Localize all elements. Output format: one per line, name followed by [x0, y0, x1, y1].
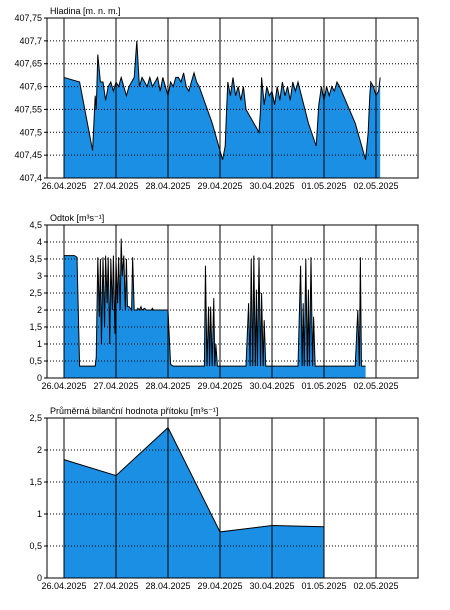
chart-1-ytick-label: 407,45	[14, 150, 42, 160]
chart-2-series-line	[64, 238, 366, 367]
chart-1-xtick-label: 30.04.2025	[249, 181, 294, 191]
chart-2-series-area	[64, 238, 366, 378]
chart-3-ytick-label: 0,5	[29, 541, 42, 551]
chart-1-series-line	[63, 40, 381, 160]
chart-2-ytick-label: 4,5	[29, 220, 42, 230]
chart-1-title: Hladina [m. n. m.]	[50, 6, 121, 16]
chart-1-frame	[46, 17, 419, 179]
chart-1-xtick-label: 28.04.2025	[145, 181, 190, 191]
chart-3-ytick-label: 1,5	[29, 477, 42, 487]
chart-2-ytick-label: 2	[37, 305, 42, 315]
chart-2-frame	[46, 224, 419, 379]
chart-1-xtick-label: 29.04.2025	[197, 181, 242, 191]
chart-2-ytick-label: 0,5	[29, 356, 42, 366]
chart-2-xtick-label: 29.04.2025	[197, 381, 242, 391]
chart-3-ytick-label: 1	[37, 509, 42, 519]
chart-2-xtick-label: 30.04.2025	[249, 381, 294, 391]
chart-2-ytick-label: 1	[37, 339, 42, 349]
chart-2-title: Odtok [m³s⁻¹]	[50, 213, 104, 223]
chart-1-series-area	[64, 40, 381, 178]
chart-2-ytick-label: 2,5	[29, 288, 42, 298]
chart-1-ytick-label: 407,6	[19, 82, 42, 92]
chart-3-frame	[46, 417, 419, 579]
chart-1-ytick-label: 407,4	[19, 173, 42, 183]
chart-3-ytick-label: 2,5	[29, 413, 42, 423]
chart-3-series-area	[64, 427, 324, 578]
chart-2-xtick-label: 02.05.2025	[353, 381, 398, 391]
chart-3-xtick-label: 02.05.2025	[353, 581, 398, 591]
chart-1-ytick-label: 407,65	[14, 59, 42, 69]
chart-2-ytick-label: 0	[37, 373, 42, 383]
chart-3-xtick-label: 29.04.2025	[197, 581, 242, 591]
chart-1-ytick-label: 407,5	[19, 127, 42, 137]
chart-2-ytick-label: 4	[37, 237, 42, 247]
chart-3-title: Průměrná bilanční hodnota přítoku [m³s⁻¹…	[50, 406, 218, 416]
chart-3-xtick-label: 28.04.2025	[145, 581, 190, 591]
chart-3-series-line	[63, 426, 325, 533]
chart-2-ytick-label: 1,5	[29, 322, 42, 332]
chart-3-xtick-label: 26.04.2025	[41, 581, 86, 591]
chart-1-xtick-label: 27.04.2025	[93, 181, 138, 191]
chart-1-xtick-label: 02.05.2025	[353, 181, 398, 191]
chart-2-xtick-label: 26.04.2025	[41, 381, 86, 391]
chart-2-xtick-label: 01.05.2025	[301, 381, 346, 391]
chart-2-ytick-label: 3	[37, 271, 42, 281]
chart-1-ytick-label: 407,75	[14, 13, 42, 23]
chart-1-ytick-label: 407,7	[19, 36, 42, 46]
chart-3-xtick-label: 30.04.2025	[249, 581, 294, 591]
chart-1-xtick-label: 26.04.2025	[41, 181, 86, 191]
chart-3-xtick-label: 27.04.2025	[93, 581, 138, 591]
chart-2-xtick-label: 28.04.2025	[145, 381, 190, 391]
chart-3-ytick-label: 2	[37, 445, 42, 455]
chart-1-ytick-label: 407,55	[14, 104, 42, 114]
chart-2-ytick-label: 3,5	[29, 254, 42, 264]
chart-1-xtick-label: 01.05.2025	[301, 181, 346, 191]
chart-3-ytick-label: 0	[37, 573, 42, 583]
chart-2-xtick-label: 27.04.2025	[93, 381, 138, 391]
chart-3-xtick-label: 01.05.2025	[301, 581, 346, 591]
